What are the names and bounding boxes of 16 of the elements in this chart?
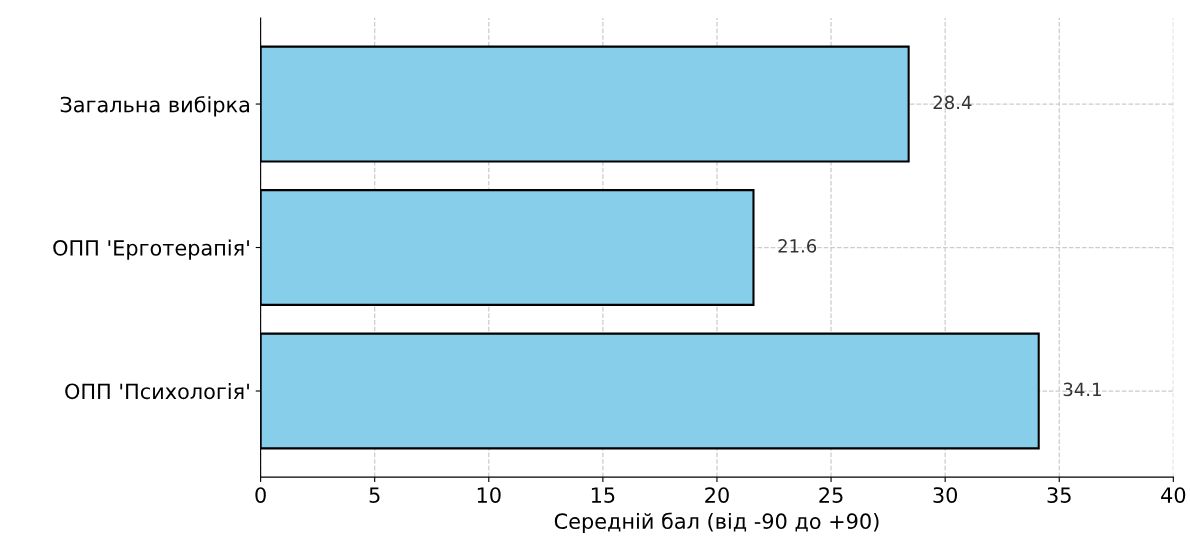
x-tick-label: 5: [369, 487, 380, 503]
y-tick-label: ОПП 'Ерготерапія': [53, 239, 249, 260]
y-tick-label: Загальна вибірка: [60, 95, 249, 117]
data-label: 21.6: [778, 239, 817, 253]
x-tick-label: 10: [477, 487, 501, 503]
x-axis-title: Середній бал (від -90 до +90): [554, 512, 879, 534]
x-tick-label: 40: [1161, 487, 1186, 503]
x-tick-label: 20: [705, 487, 729, 503]
x-tick-label: 25: [819, 487, 843, 503]
x-tick-label: 30: [933, 487, 958, 503]
data-label: 34.1: [1063, 382, 1101, 397]
x-tick-label: 15: [591, 487, 615, 503]
x-tick-label: 35: [1047, 487, 1071, 503]
y-tick-label: ОПП 'Психологія': [65, 383, 249, 400]
x-tick-label: 0: [255, 487, 266, 503]
data-label: 28.4: [933, 95, 972, 110]
